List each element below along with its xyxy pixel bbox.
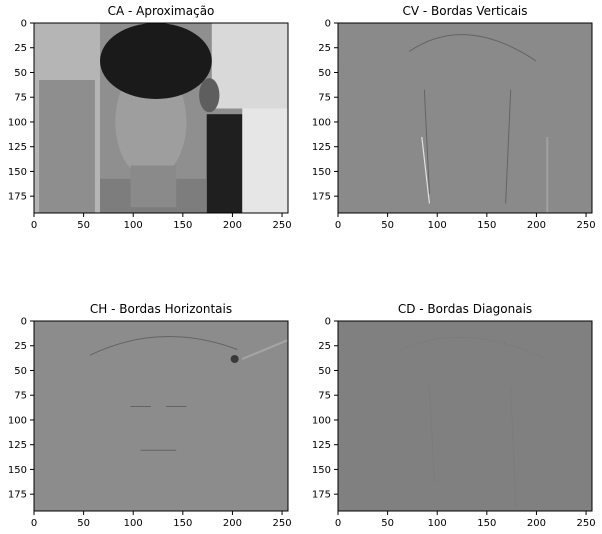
y-tick-label: 0: [21, 317, 27, 328]
x-tick-label: 200: [527, 518, 546, 529]
y-tick-label: 175: [312, 490, 331, 501]
image-content: [408, 34, 549, 213]
x-tick-label: 150: [477, 518, 496, 529]
image-area: [338, 23, 592, 213]
image-area: [34, 321, 288, 511]
x-tick-label: 100: [124, 220, 143, 231]
y-tick-label: 100: [8, 415, 27, 426]
image-background: [34, 321, 288, 511]
axes-frame: [337, 22, 593, 214]
x-tick-label: 200: [527, 220, 546, 231]
y-tick-label: 75: [14, 93, 27, 104]
subplot-title: CD - Bordas Diagonais: [397, 302, 533, 316]
x-tick-label: 250: [577, 518, 596, 529]
y-tick-label: 0: [325, 19, 331, 30]
x-tick-label: 100: [124, 518, 143, 529]
y-tick-label: 25: [14, 43, 27, 54]
image-content: [89, 336, 288, 451]
y-tick-label: 50: [318, 68, 331, 79]
image-content: [401, 336, 547, 508]
y-tick-label: 150: [312, 465, 331, 476]
subplot-title: CA - Aproximação: [107, 4, 215, 18]
y-tick-label: 175: [312, 192, 331, 203]
image-area: [338, 321, 592, 511]
axes-frame: [337, 320, 593, 512]
subplot-title: CV - Bordas Verticais: [402, 4, 528, 18]
y-tick-label: 50: [14, 68, 27, 79]
y-tick-label: 100: [8, 117, 27, 128]
y-tick-label: 75: [318, 93, 331, 104]
y-tick-label: 50: [318, 366, 331, 377]
y-tick-label: 100: [312, 415, 331, 426]
x-tick-label: 50: [381, 518, 394, 529]
x-tick-label: 250: [577, 220, 596, 231]
image-content: [34, 23, 288, 213]
x-tick-label: 0: [31, 220, 37, 231]
x-tick-label: 100: [428, 220, 447, 231]
axes-frame: [33, 22, 289, 214]
x-tick-label: 250: [273, 220, 292, 231]
x-tick-label: 150: [173, 518, 192, 529]
y-tick-label: 50: [14, 366, 27, 377]
x-tick-label: 200: [223, 518, 242, 529]
x-tick-label: 50: [77, 518, 90, 529]
y-tick-label: 150: [8, 167, 27, 178]
axes-frame: [33, 320, 289, 512]
x-tick-label: 50: [77, 220, 90, 231]
x-tick-label: 250: [273, 518, 292, 529]
x-tick-label: 0: [335, 518, 341, 529]
subplot-title: CH - Bordas Horizontais: [89, 302, 233, 316]
y-tick-label: 100: [312, 117, 331, 128]
x-tick-label: 0: [335, 220, 341, 231]
x-tick-label: 150: [477, 220, 496, 231]
y-tick-label: 25: [318, 43, 331, 54]
y-tick-label: 175: [8, 490, 27, 501]
x-tick-label: 0: [31, 518, 37, 529]
x-tick-label: 200: [223, 220, 242, 231]
y-tick-label: 25: [318, 341, 331, 352]
y-tick-label: 125: [8, 440, 27, 451]
y-tick-label: 75: [318, 391, 331, 402]
y-tick-label: 125: [312, 142, 331, 153]
y-tick-label: 150: [8, 465, 27, 476]
y-tick-label: 125: [312, 440, 331, 451]
image-background: [338, 321, 592, 511]
y-tick-label: 75: [14, 391, 27, 402]
y-tick-label: 0: [325, 317, 331, 328]
x-tick-label: 50: [381, 220, 394, 231]
y-tick-label: 175: [8, 192, 27, 203]
y-tick-label: 25: [14, 341, 27, 352]
x-tick-label: 100: [428, 518, 447, 529]
x-tick-label: 150: [173, 220, 192, 231]
y-tick-label: 0: [21, 19, 27, 30]
y-tick-label: 125: [8, 142, 27, 153]
image-background: [338, 23, 592, 213]
image-area: [34, 23, 288, 213]
y-tick-label: 150: [312, 167, 331, 178]
